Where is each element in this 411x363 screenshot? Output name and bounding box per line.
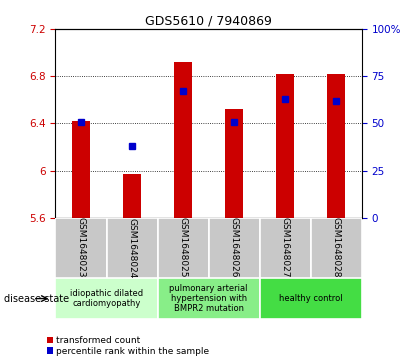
- Title: GDS5610 / 7940869: GDS5610 / 7940869: [145, 15, 272, 28]
- Bar: [327, 74, 345, 218]
- Text: GSM1648026: GSM1648026: [230, 217, 239, 278]
- Text: GSM1648024: GSM1648024: [127, 217, 136, 278]
- Text: pulmonary arterial
hypertension with
BMPR2 mutation: pulmonary arterial hypertension with BMP…: [169, 284, 248, 314]
- Bar: [157, 218, 208, 278]
- Text: idiopathic dilated
cardiomyopathy: idiopathic dilated cardiomyopathy: [70, 289, 143, 308]
- Bar: [72, 121, 90, 218]
- Bar: [225, 109, 243, 218]
- Text: GSM1648025: GSM1648025: [178, 217, 187, 278]
- Bar: [276, 74, 294, 218]
- Bar: [55, 278, 157, 319]
- Bar: [260, 278, 362, 319]
- Text: GSM1648027: GSM1648027: [281, 217, 290, 278]
- Bar: [106, 218, 157, 278]
- Bar: [174, 62, 192, 218]
- Bar: [209, 218, 260, 278]
- Bar: [157, 278, 260, 319]
- Text: GSM1648023: GSM1648023: [76, 217, 85, 278]
- Bar: [311, 218, 362, 278]
- Bar: [123, 174, 141, 218]
- Text: healthy control: healthy control: [279, 294, 342, 303]
- Legend: transformed count, percentile rank within the sample: transformed count, percentile rank withi…: [46, 335, 210, 357]
- Bar: [55, 218, 106, 278]
- Bar: [260, 218, 311, 278]
- Text: disease state: disease state: [4, 294, 69, 303]
- Text: GSM1648028: GSM1648028: [332, 217, 341, 278]
